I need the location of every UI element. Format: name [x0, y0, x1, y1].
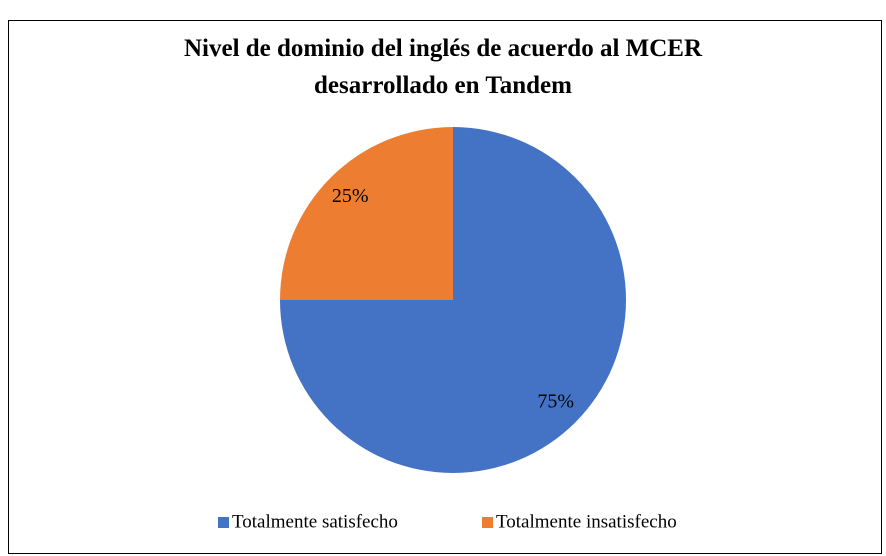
data-label: 25% — [332, 185, 369, 207]
legend-swatch — [218, 517, 229, 528]
legend-label: Totalmente satisfecho — [232, 511, 398, 532]
legend-swatch — [482, 517, 493, 528]
chart-frame — [8, 20, 882, 554]
chart-title: Nivel de dominio del inglés de acuerdo a… — [183, 35, 703, 99]
data-label: 75% — [537, 390, 574, 412]
pie-slice — [280, 127, 453, 300]
legend-label: Totalmente insatisfecho — [496, 511, 677, 532]
